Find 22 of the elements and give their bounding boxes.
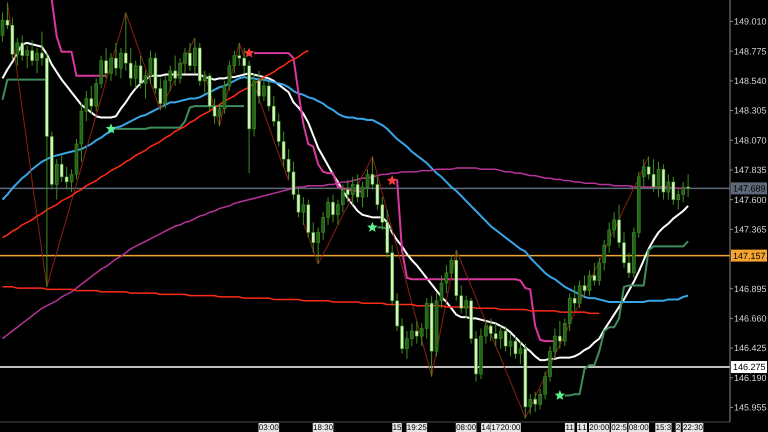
y-tick-label: 147.835 (734, 165, 767, 176)
y-tick-label: 148.070 (734, 135, 767, 146)
y-tick-label: 146.660 (734, 314, 767, 324)
line-series (1, 42, 690, 362)
point (554, 390, 566, 400)
y-tick-label: 148.305 (734, 106, 767, 116)
point (386, 175, 398, 186)
line-series (2, 50, 310, 238)
y-tick-label: 147.600 (734, 194, 767, 205)
y-tick-label: 148.540 (734, 76, 767, 86)
point (244, 48, 254, 58)
y-tick-label: 147.365 (734, 224, 767, 234)
point (367, 222, 378, 232)
line-series (2, 167, 689, 340)
point (106, 123, 116, 134)
line-series (2, 286, 600, 314)
y-tick-label: 149.010 (734, 16, 767, 27)
y-tick-label: 148.775 (734, 46, 767, 56)
y-tick-label: 146.190 (734, 372, 767, 383)
y-tick-label: 145.955 (734, 402, 767, 413)
y-tick-label: 146.425 (734, 343, 767, 354)
y-tick-label: 146.895 (734, 284, 767, 294)
